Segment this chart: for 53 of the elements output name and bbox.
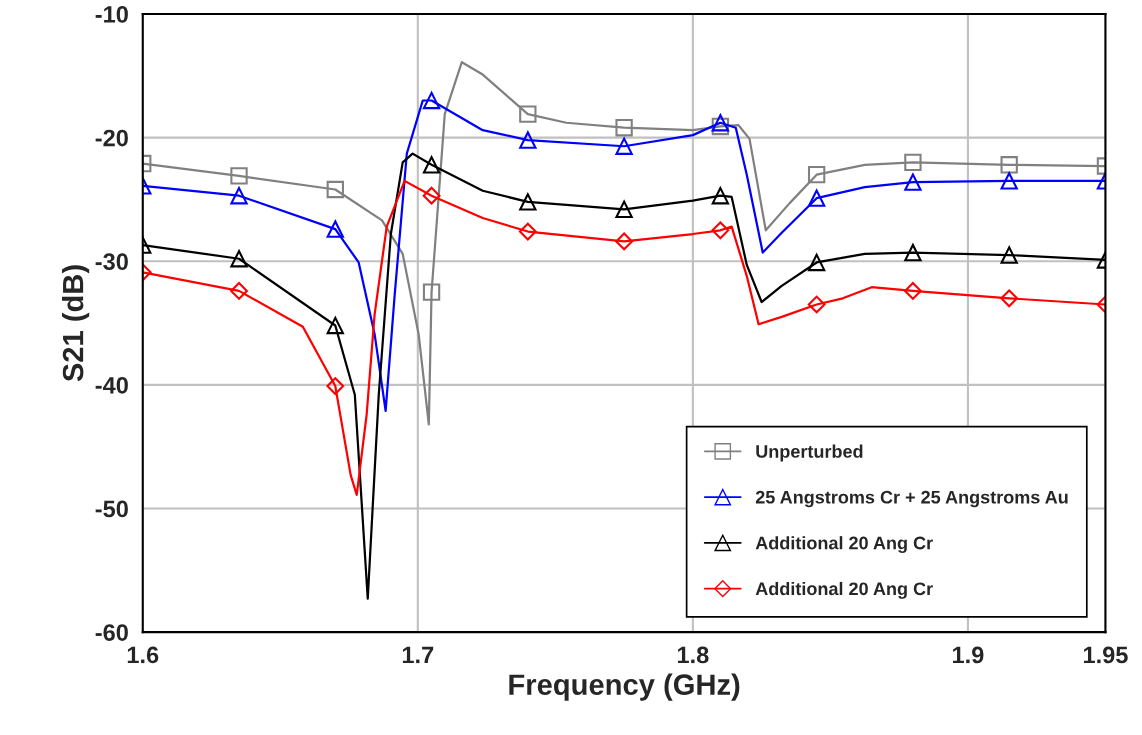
point	[807, 295, 826, 314]
point	[422, 91, 441, 110]
legend-label: Unperturbed	[756, 444, 863, 462]
y-tick-label: -10	[95, 6, 128, 23]
point	[1000, 156, 1018, 174]
x-axis-title: Frequency (GHz)	[509, 673, 740, 701]
point	[326, 316, 344, 335]
point	[1000, 289, 1019, 308]
point	[230, 187, 248, 205]
x-tick-label: 1.6	[127, 646, 159, 664]
point	[807, 166, 826, 184]
point	[711, 221, 730, 240]
point	[230, 167, 248, 185]
legend-label: Additional 20 Ang Cr	[755, 536, 933, 554]
point	[1000, 172, 1018, 190]
point	[230, 250, 248, 268]
point	[807, 189, 826, 207]
point	[711, 114, 730, 132]
x-tick-label: 1.9	[953, 646, 984, 664]
legend-label: 25 Angstroms Cr + 25 Angstroms Au	[755, 490, 1068, 508]
y-tick-label: -50	[95, 500, 128, 518]
point	[422, 283, 441, 301]
y-tick-label: -40	[95, 376, 128, 394]
point	[422, 186, 441, 205]
point	[518, 222, 537, 241]
point	[904, 173, 922, 191]
x-tick-label: 1.7	[402, 646, 434, 664]
point	[519, 131, 537, 149]
point	[711, 117, 730, 136]
y-tick-label: -30	[95, 253, 128, 271]
point	[519, 193, 537, 211]
x-tick-label: 1.95	[1083, 646, 1128, 664]
point	[422, 156, 441, 174]
x-tick-label: 1.8	[677, 646, 709, 664]
point	[326, 377, 345, 395]
point	[1000, 246, 1018, 264]
y-tick-label: -60	[95, 624, 128, 641]
point	[615, 119, 633, 137]
point	[519, 105, 537, 123]
point	[904, 243, 922, 262]
point	[615, 232, 633, 251]
point	[326, 220, 344, 238]
y-tick-label: -20	[95, 129, 128, 147]
point	[904, 281, 922, 300]
legend-label: Additional 20 Ang Cr	[755, 581, 933, 599]
point	[615, 137, 633, 155]
point	[326, 180, 344, 199]
point	[230, 281, 248, 300]
point	[807, 253, 826, 272]
point	[615, 200, 633, 218]
y-axis-title: S21 (dB)	[62, 265, 90, 382]
point	[711, 187, 730, 205]
point	[904, 153, 922, 171]
